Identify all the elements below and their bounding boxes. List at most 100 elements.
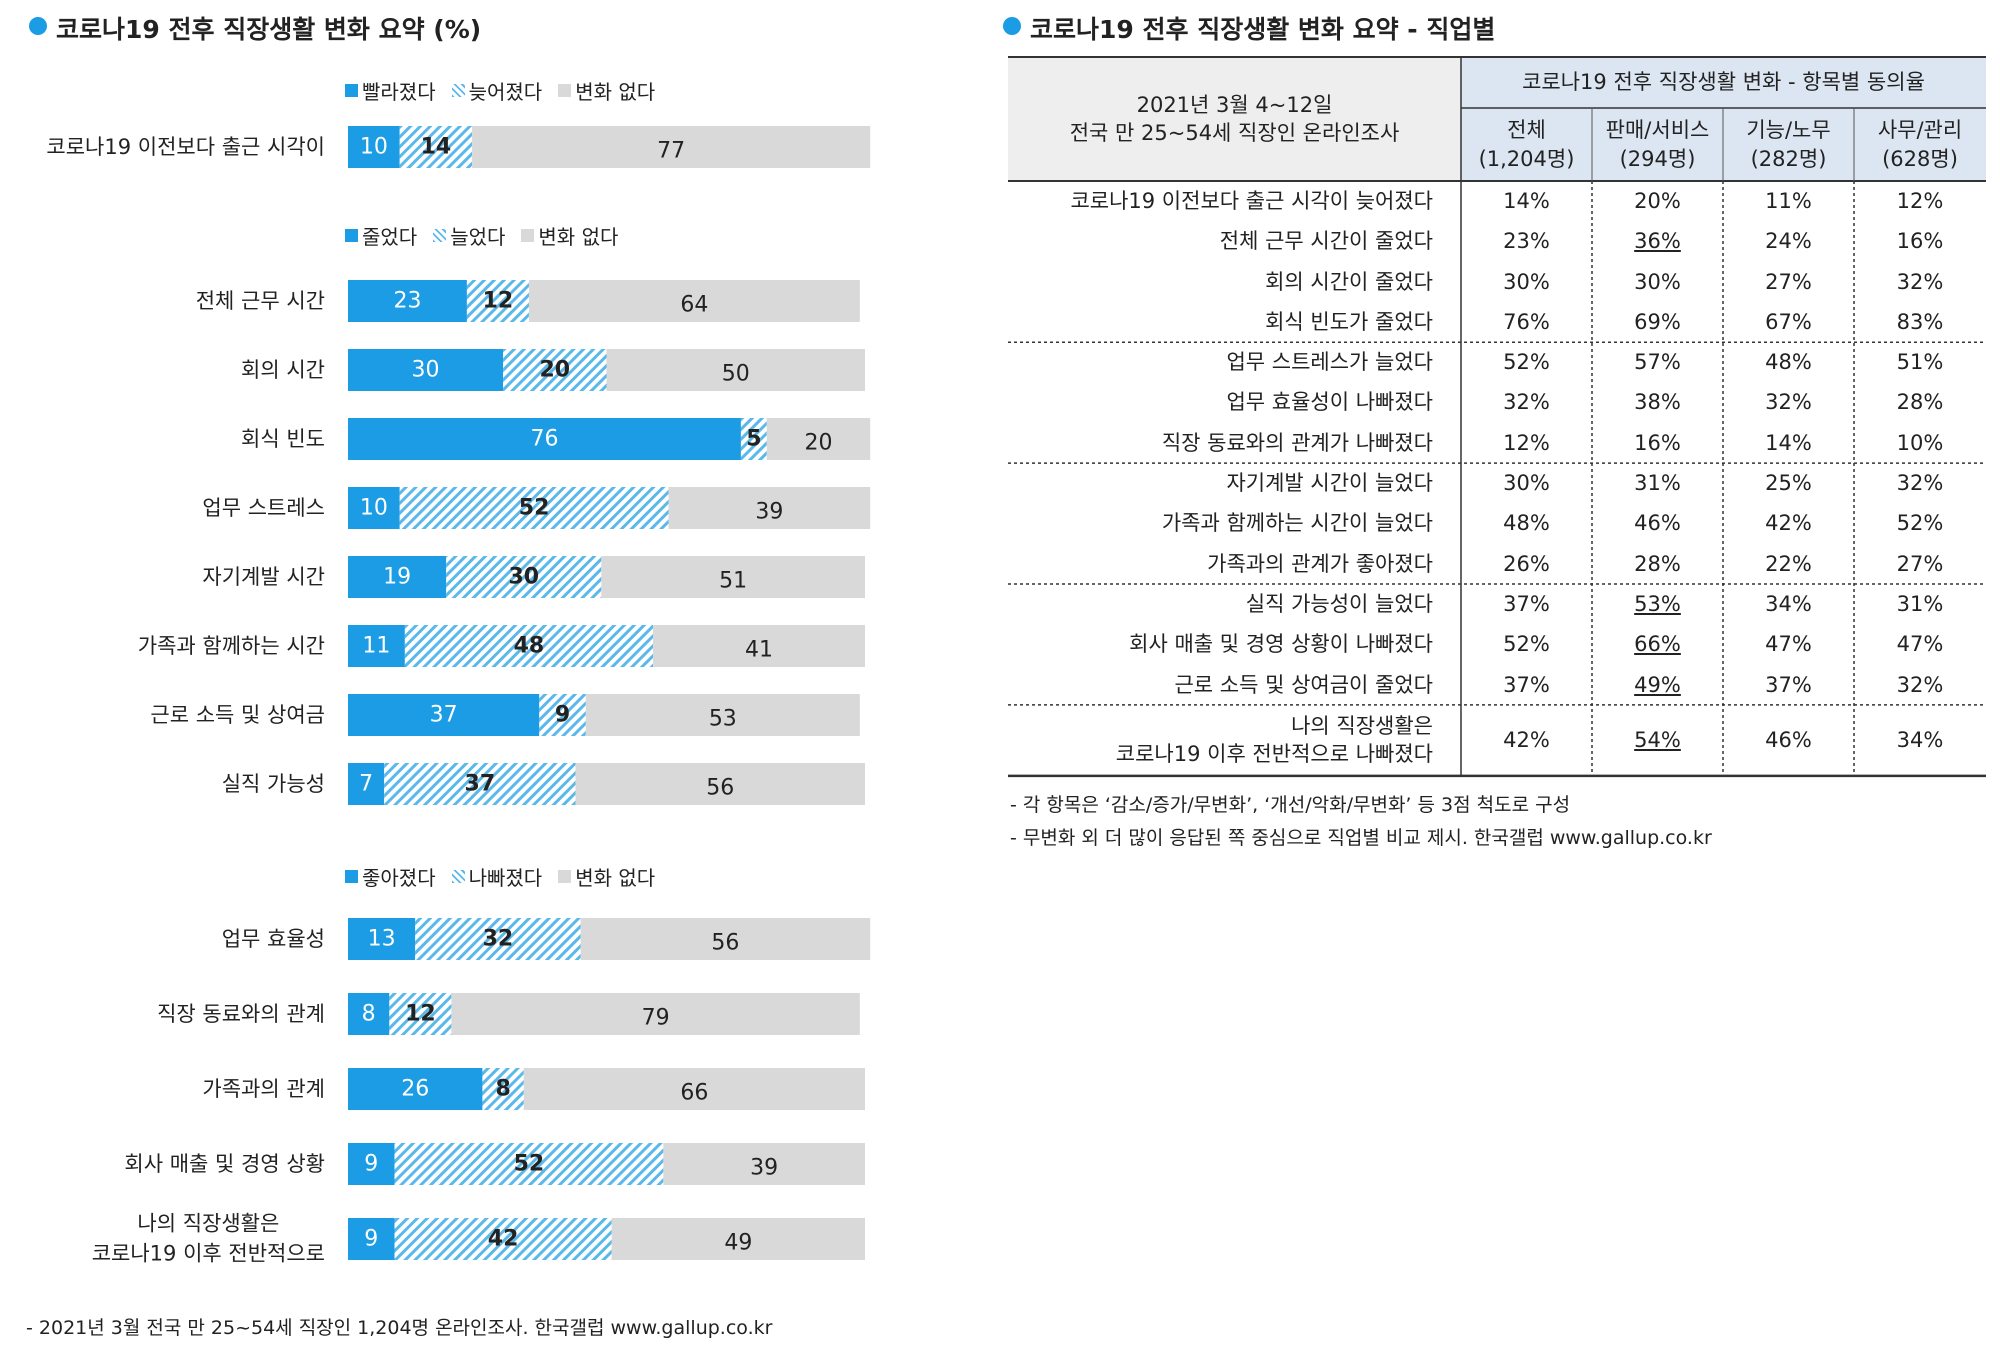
bar-segment [766, 418, 871, 460]
table-cell: 36% [1634, 229, 1681, 254]
table-cell: 12% [1896, 188, 1944, 213]
value-label: 51 [719, 569, 747, 594]
value-label: 64 [680, 293, 708, 318]
row-label: 회의 시간이 줄었다 [1265, 269, 1433, 294]
bar-segment [404, 625, 654, 667]
legend-swatch [433, 229, 447, 242]
column-header: 판매/서비스 (294명) [1605, 118, 1710, 171]
legend-swatch [345, 229, 358, 242]
bar-segment [601, 556, 865, 598]
title-dot [1003, 17, 1021, 35]
group-header: 코로나19 전후 직장생활 변화 - 항목별 동의율 [1522, 70, 1925, 95]
value-label: 52 [514, 1152, 545, 1177]
table-cell: 11% [1765, 188, 1812, 213]
category-label: 실직 가능성 [221, 771, 325, 796]
table-cell: 37% [1503, 591, 1550, 616]
table-cell: 38% [1634, 390, 1681, 415]
row-label: 코로나19 이전보다 출근 시각이 늦어졌다 [1070, 188, 1433, 213]
table-cell: 25% [1765, 471, 1812, 496]
value-label: 49 [724, 1231, 752, 1256]
table-cell: 54% [1634, 728, 1681, 753]
legend-label: 좋아졌다 [362, 866, 436, 890]
value-label: 14 [421, 135, 452, 160]
legend-label: 변화 없다 [575, 80, 656, 104]
legend-label: 늦어졌다 [468, 80, 543, 104]
table-cell: 83% [1896, 309, 1944, 334]
table-cell: 69% [1634, 309, 1681, 334]
table-cell: 46% [1634, 511, 1681, 536]
column-header: 사무/관리 (628명) [1877, 118, 1963, 171]
table-cell: 28% [1896, 390, 1944, 415]
value-label: 30 [508, 565, 539, 590]
legend-item: 변화 없다 [558, 76, 655, 105]
category-label: 회의 시간 [241, 357, 325, 382]
table-cell: 16% [1896, 229, 1944, 254]
bar-segment [348, 1068, 483, 1110]
value-label: 8 [362, 1002, 376, 1027]
legend-label: 빨라졌다 [362, 80, 436, 104]
legend: 좋아졌다 나빠졌다 변화 없다 [345, 862, 655, 891]
table-cell: 27% [1765, 269, 1812, 294]
legend-swatch [558, 870, 572, 883]
bar-segment [472, 126, 871, 168]
bar-segment [348, 487, 400, 529]
table-cell: 14% [1765, 430, 1812, 455]
legend-label: 줄었다 [362, 225, 418, 249]
table-cell: 52% [1503, 350, 1550, 375]
bar-segment [394, 1218, 612, 1260]
value-label: 19 [383, 565, 411, 590]
table-cell: 42% [1503, 728, 1550, 753]
bar-segment [348, 993, 390, 1035]
value-label: 10 [360, 135, 388, 160]
bar-segment [528, 280, 860, 322]
table-cell: 12% [1503, 430, 1550, 455]
bar-segment [451, 993, 860, 1035]
category-label: 회사 매출 및 경영 상황 [124, 1151, 325, 1176]
table-cell: 47% [1765, 632, 1812, 657]
row-label: 자기계발 시간이 늘었다 [1226, 471, 1433, 496]
table-cell: 24% [1765, 229, 1812, 254]
value-label: 42 [488, 1227, 519, 1252]
bar-segment [348, 625, 405, 667]
bar-segment [663, 1143, 865, 1185]
table-cell: 22% [1765, 551, 1812, 576]
table-cell: 30% [1503, 269, 1550, 294]
table-cell: 49% [1634, 672, 1681, 697]
bar-segment [399, 126, 473, 168]
table-cell: 67% [1765, 309, 1812, 334]
legend-swatch [345, 870, 358, 883]
legend-item: 변화 없다 [558, 862, 655, 891]
value-label: 20 [804, 431, 832, 456]
table-cell: 46% [1765, 728, 1812, 753]
bar-segment [653, 625, 865, 667]
legend-swatch [521, 229, 535, 242]
value-label: 56 [706, 776, 734, 801]
value-label: 77 [657, 139, 685, 164]
value-label: 66 [680, 1081, 708, 1106]
legend-item: 빨라졌다 [345, 76, 436, 105]
table-cell: 14% [1503, 188, 1550, 213]
value-label: 9 [555, 703, 570, 728]
bar-segment [348, 349, 504, 391]
table-cell: 66% [1634, 632, 1681, 657]
bar-segment [606, 349, 865, 391]
value-label: 9 [364, 1152, 378, 1177]
table-cell: 34% [1896, 728, 1944, 753]
row-label: 전체 근무 시간이 줄었다 [1219, 229, 1433, 254]
value-label: 23 [393, 289, 421, 314]
table-cell: 26% [1503, 551, 1550, 576]
value-label: 39 [750, 1156, 778, 1181]
table-cell: 27% [1896, 551, 1944, 576]
row-label: 직장 동료와의 관계가 나빠졌다 [1161, 430, 1433, 455]
value-label: 41 [745, 638, 773, 663]
bar-segment [394, 1143, 664, 1185]
legend-item: 좋아졌다 [345, 862, 436, 891]
bar-segment [446, 556, 602, 598]
bar-segment [523, 1068, 865, 1110]
value-label: 50 [722, 362, 750, 387]
value-label: 7 [359, 772, 373, 797]
table-cell: 30% [1503, 471, 1550, 496]
row-label: 회식 빈도가 줄었다 [1265, 309, 1433, 334]
row-label: 나의 직장생활은 코로나19 이후 전반적으로 나빠졌다 [1115, 714, 1433, 767]
